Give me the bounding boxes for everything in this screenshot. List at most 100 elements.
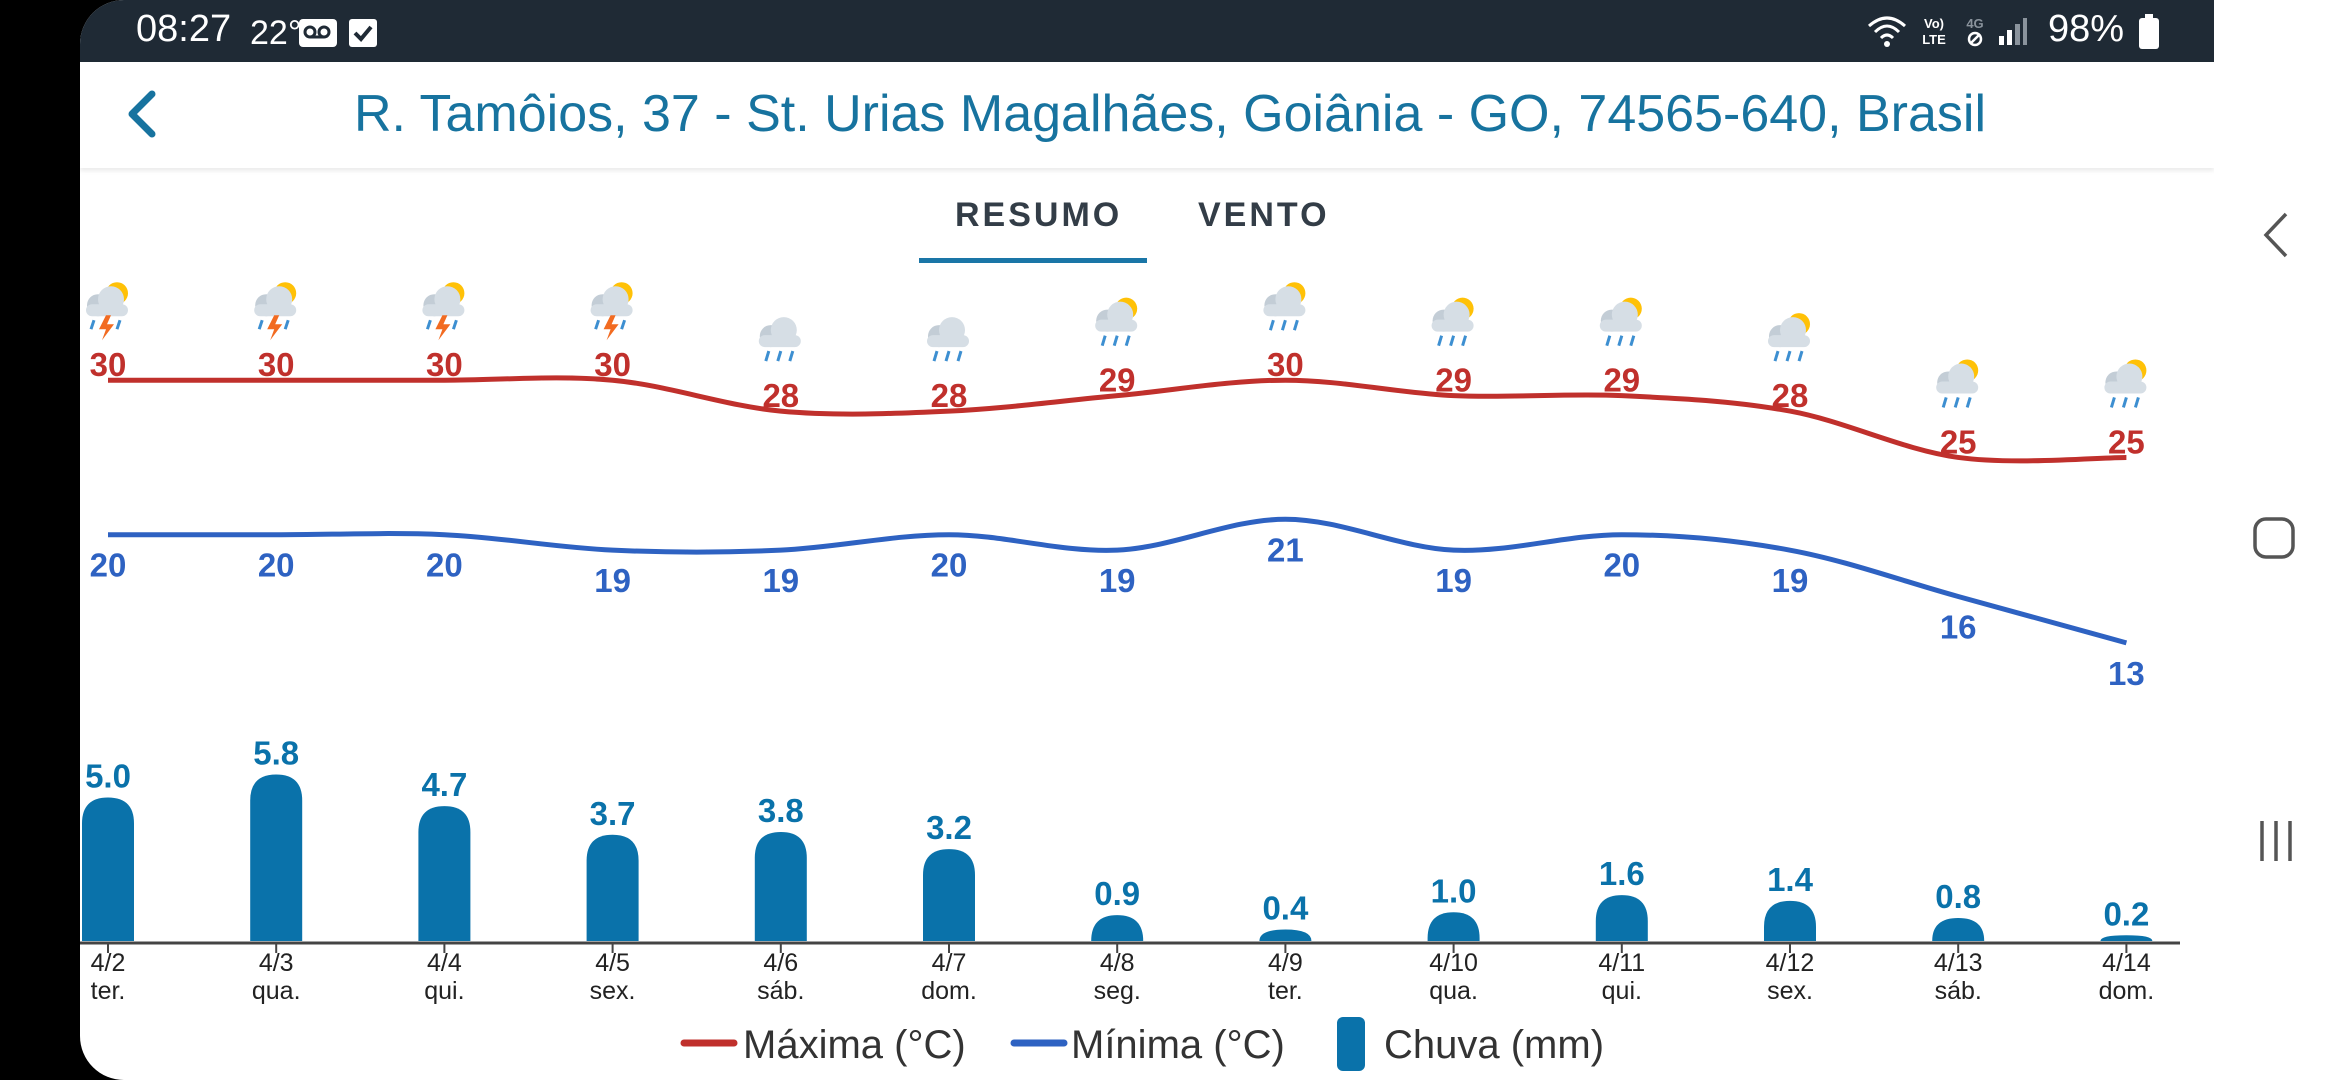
legend-rain-swatch — [1337, 1017, 1365, 1071]
max-temperature-label: 25 — [1940, 423, 1977, 460]
rain-value-label: 0.8 — [1935, 878, 1981, 915]
max-temperature-line — [108, 375, 2127, 464]
rain-value-label: 0.9 — [1094, 875, 1140, 912]
rain-value-label: 3.8 — [758, 792, 804, 829]
date-tick-label: 4/2 — [91, 949, 126, 977]
max-temperature-label: 29 — [1603, 362, 1640, 399]
max-temperature-label: 30 — [594, 346, 631, 383]
max-temperature-label: 25 — [2108, 423, 2145, 460]
max-temperature-label: 28 — [1772, 377, 1809, 414]
min-temperature-label: 19 — [1435, 562, 1472, 599]
home-nav-icon[interactable] — [2252, 516, 2296, 560]
min-temperature-label: 20 — [1603, 547, 1640, 584]
date-tick-label: 4/13 — [1934, 949, 1983, 977]
min-temperature-line — [108, 516, 2128, 646]
tab-vento[interactable]: VENTO — [1198, 196, 1330, 234]
max-temperature-label: 29 — [1435, 362, 1472, 399]
weekday-tick-label: qua. — [252, 977, 301, 1005]
max-temperature-label: 30 — [258, 346, 295, 383]
sun-rain-icon — [2104, 359, 2147, 408]
thunderstorm-icon — [422, 282, 465, 341]
rain-bar — [1595, 895, 1648, 941]
battery-icon — [2139, 14, 2159, 49]
thunderstorm-icon — [254, 282, 297, 341]
rain-value-label: 5.0 — [85, 758, 131, 795]
date-tick-label: 4/7 — [932, 949, 967, 977]
sun-rain-icon — [1936, 359, 1979, 408]
weekday-tick-label: qua. — [1429, 977, 1478, 1005]
min-temperature-label: 16 — [1940, 609, 1977, 646]
rain-bar — [1932, 918, 1985, 941]
date-tick-label: 4/14 — [2102, 949, 2151, 977]
back-nav-icon[interactable] — [2256, 210, 2296, 260]
rain-bar — [418, 806, 471, 941]
max-temperature-label: 28 — [762, 377, 799, 414]
rain-bar — [250, 774, 303, 941]
weekday-tick-label: qui. — [1602, 977, 1642, 1005]
date-tick-label: 4/11 — [1598, 949, 1645, 977]
min-temperature-label: 13 — [2108, 655, 2145, 692]
max-temperature-label: 30 — [1267, 346, 1304, 383]
weekday-tick-label: sex. — [590, 977, 636, 1005]
signal-icon — [1999, 18, 2027, 45]
sun-rain-icon — [1095, 297, 1138, 347]
rain-value-label: 4.7 — [421, 766, 467, 803]
rain-value-label: 3.7 — [590, 795, 636, 832]
app-screen: 08:27 22° Vo) LTE 4G — [80, 0, 2214, 1080]
tab-resumo[interactable]: RESUMO — [955, 196, 1123, 234]
rain-value-label: 1.6 — [1599, 855, 1645, 892]
weekday-tick-label: sáb. — [757, 977, 804, 1005]
sun-rain-icon — [1768, 313, 1810, 362]
sun-rain-icon — [1599, 297, 1642, 347]
chevron-left-icon[interactable] — [114, 84, 174, 144]
status-time: 08:27 — [136, 8, 232, 50]
min-temperature-label: 20 — [931, 547, 968, 584]
battery-percentage: 98% — [2048, 8, 2125, 50]
navigation-bar — [2214, 0, 2340, 1080]
svg-text:LTE: LTE — [1922, 32, 1946, 47]
volte-icon: Vo) LTE — [1922, 16, 1946, 47]
rain-value-label: 5.8 — [253, 735, 299, 772]
rain-bar — [754, 831, 807, 941]
rain-icon — [758, 317, 801, 362]
rain-value-label: 1.0 — [1431, 872, 1477, 909]
date-tick-label: 4/5 — [595, 949, 630, 977]
tab-indicator — [919, 258, 1147, 263]
rain-bar — [2100, 935, 2153, 941]
wifi-icon — [1868, 16, 1906, 47]
min-temperature-label: 19 — [1772, 562, 1809, 599]
rain-value-label: 0.2 — [2103, 895, 2149, 932]
rain-value-label: 3.2 — [926, 809, 972, 846]
svg-text:4G: 4G — [1966, 16, 1983, 31]
rain-bar — [586, 834, 639, 941]
rain-value-label: 1.4 — [1767, 861, 1814, 898]
recents-nav-icon[interactable] — [2256, 818, 2296, 864]
sun-rain-icon — [1431, 297, 1474, 347]
min-temperature-label: 19 — [1099, 562, 1136, 599]
max-temperature-label: 29 — [1099, 362, 1136, 399]
status-temperature: 22° — [250, 14, 302, 52]
date-tick-label: 4/12 — [1766, 949, 1815, 977]
rain-bar — [1259, 929, 1312, 941]
forecast-chart: 30 30 30 30 28 28 29 30 29 29 28 25 25 20 20 20 19 19 20 19… — [80, 282, 2180, 1071]
weekday-tick-label: dom. — [2099, 977, 2155, 1005]
rain-bar — [1427, 912, 1480, 941]
date-tick-label: 4/4 — [427, 949, 462, 977]
legend-max-label: Máxima (°C) — [743, 1023, 966, 1067]
status-bar: 08:27 22° Vo) LTE 4G — [80, 0, 2214, 62]
max-temperature-label: 28 — [931, 377, 968, 414]
max-temperature-label: 30 — [90, 346, 127, 383]
svg-text:Vo): Vo) — [1924, 16, 1944, 31]
location-title: R. Tamôios, 37 - St. Urias Magalhães, Go… — [353, 85, 1986, 143]
weekday-tick-label: dom. — [921, 977, 977, 1005]
thunderstorm-icon — [590, 282, 633, 341]
min-temperature-label: 20 — [90, 547, 127, 584]
date-tick-label: 4/9 — [1268, 949, 1303, 977]
4g-icon: 4G — [1966, 16, 1984, 47]
rain-value-label: 0.4 — [1262, 890, 1309, 927]
tab-bar: RESUMO VENTO — [80, 168, 2214, 264]
date-tick-label: 4/8 — [1100, 949, 1135, 977]
legend-rain-label: Chuva (mm) — [1384, 1023, 1604, 1067]
weekday-tick-label: sex. — [1767, 977, 1813, 1005]
min-temperature-label: 20 — [258, 547, 295, 584]
